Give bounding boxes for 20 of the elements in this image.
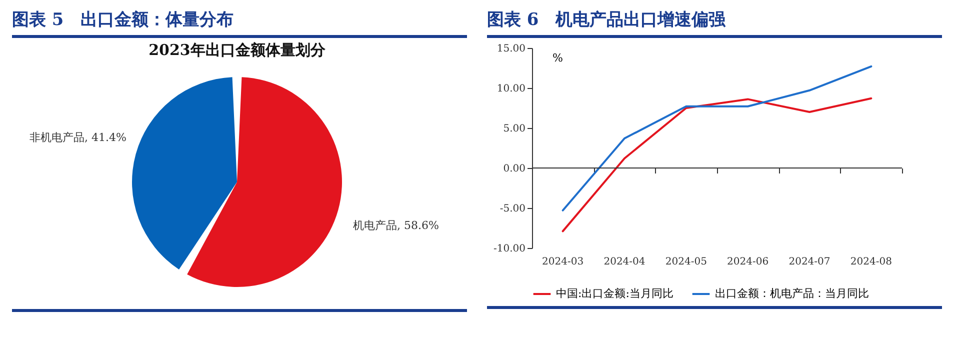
y-tick-label: 0.00 [503, 164, 526, 174]
legend-label: 中国:出口金额:当月同比 [556, 287, 674, 300]
x-tick-label: 2024-04 [604, 256, 646, 268]
y-tick-label: -10.00 [493, 244, 526, 254]
y-axis-title: % [552, 52, 563, 64]
x-tick-label: 2024-06 [727, 256, 769, 268]
chart-subtitle: 2023年出口金额体量划分 [148, 41, 326, 59]
x-tick-label: 2024-08 [850, 256, 892, 268]
x-tick-label: 2024-05 [665, 256, 707, 268]
slice-label: 非机电产品, 41.4% [30, 130, 126, 144]
slice-label: 机电产品, 58.6% [353, 219, 439, 232]
y-tick-label: 15.00 [496, 44, 526, 54]
legend-label: 出口金额：机电产品：当月同比 [715, 287, 869, 300]
x-tick-label: 2024-03 [542, 256, 584, 268]
chart-title: 图表 5 出口金额：体量分布 [12, 4, 467, 38]
y-tick-label: 5.00 [503, 124, 526, 134]
chart-title: 图表 6 机电产品出口增速偏强 [487, 4, 942, 38]
x-tick-label: 2024-07 [788, 256, 830, 268]
y-tick-label: -5.00 [500, 204, 526, 214]
y-tick-label: 10.00 [496, 84, 526, 94]
